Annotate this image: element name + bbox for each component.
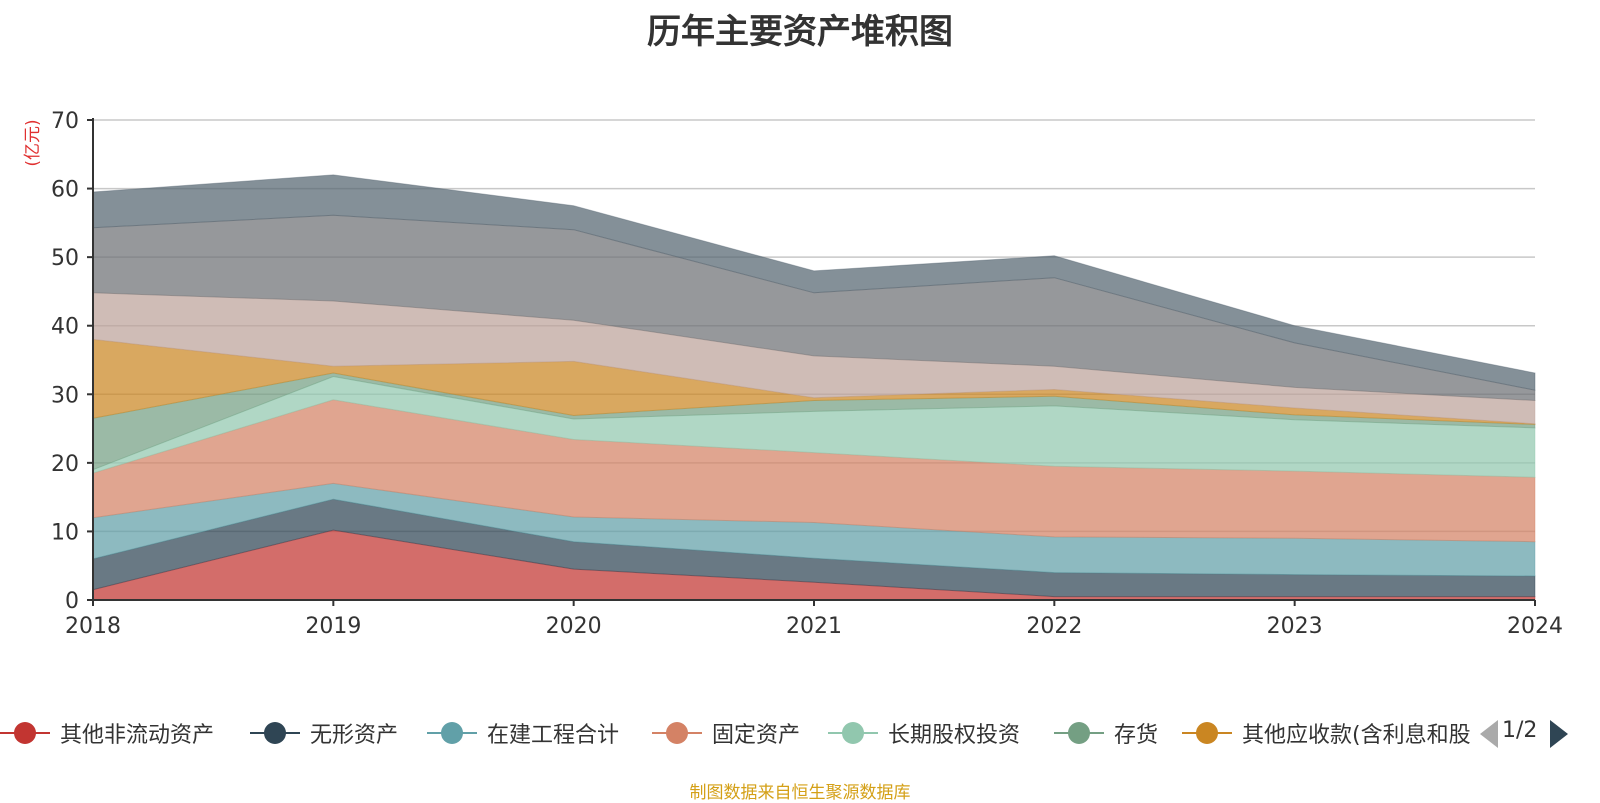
legend-marker-icon <box>0 715 50 751</box>
legend-label: 长期股权投资 <box>888 723 1021 748</box>
legend-item[interactable]: 存货 <box>1054 715 1158 751</box>
x-tick-label: 2021 <box>786 614 842 639</box>
y-tick-label: 40 <box>51 315 79 340</box>
area-series-2 <box>92 498 1536 598</box>
area-series-8 <box>92 292 1536 425</box>
y-axis-unit-label: (亿元) <box>23 119 43 166</box>
legend-label: 其他应收款(含利息和股 <box>1242 723 1471 748</box>
legend-marker-icon <box>652 715 702 751</box>
triangle-right-icon[interactable] <box>1550 720 1568 748</box>
area-series-7 <box>92 338 1536 426</box>
legend-label: 在建工程合计 <box>487 723 620 748</box>
chart-title: 历年主要资产堆积图 <box>647 12 953 52</box>
x-tick-label: 2018 <box>65 614 121 639</box>
legend-label: 无形资产 <box>310 723 399 748</box>
y-tick-label: 0 <box>65 589 79 614</box>
x-tick-label: 2022 <box>1026 614 1082 639</box>
area-series <box>92 174 1536 601</box>
x-tick-label: 2024 <box>1507 614 1563 639</box>
area-series-4 <box>92 399 1536 543</box>
legend-marker-icon <box>1054 715 1104 751</box>
area-series-5 <box>92 375 1536 478</box>
legend-label: 其他非流动资产 <box>60 723 215 748</box>
axes: 0 10 20 30 40 50 60 70 2018 2019 2020 2021 2022 2023 2… <box>51 109 1563 639</box>
legend-label: 存货 <box>1114 723 1159 748</box>
y-tick-label: 10 <box>51 520 79 545</box>
x-tick-label: 2023 <box>1267 614 1323 639</box>
area-series-10 <box>92 174 1536 391</box>
y-tick-label: 70 <box>51 109 79 134</box>
y-tick-label: 20 <box>51 452 79 477</box>
legend-item[interactable]: 长期股权投资 <box>828 715 1020 751</box>
y-tick-label: 30 <box>51 383 79 408</box>
y-tick-label: 50 <box>51 246 79 271</box>
x-tick-label: 2019 <box>305 614 361 639</box>
legend-marker-icon <box>828 715 878 751</box>
area-series-9 <box>92 214 1536 402</box>
source-note: 制图数据来自恒生聚源数据库 <box>689 783 911 803</box>
legend-pager: 1/2 <box>1480 716 1600 752</box>
legend-label: 固定资产 <box>712 723 801 748</box>
legend-item[interactable]: 固定资产 <box>652 715 800 751</box>
legend-marker-icon <box>250 715 300 751</box>
legend-marker-icon <box>1182 715 1232 751</box>
legend-item[interactable]: 无形资产 <box>250 715 398 751</box>
legend: 其他非流动资产 无形资产 在建工程合计 固定资产 长期股权投资 存货 其他应收款(含利息和股 <box>0 715 1480 751</box>
triangle-left-icon[interactable] <box>1480 720 1498 748</box>
legend-page-indicator: 1/2 <box>1502 718 1538 743</box>
legend-item[interactable]: 其他应收款(含利息和股 <box>1182 715 1471 751</box>
legend-item[interactable]: 其他非流动资产 <box>0 715 214 751</box>
legend-item[interactable]: 在建工程合计 <box>427 715 619 751</box>
x-tick-label: 2020 <box>546 614 602 639</box>
y-tick-label: 60 <box>51 178 79 203</box>
legend-marker-icon <box>427 715 477 751</box>
